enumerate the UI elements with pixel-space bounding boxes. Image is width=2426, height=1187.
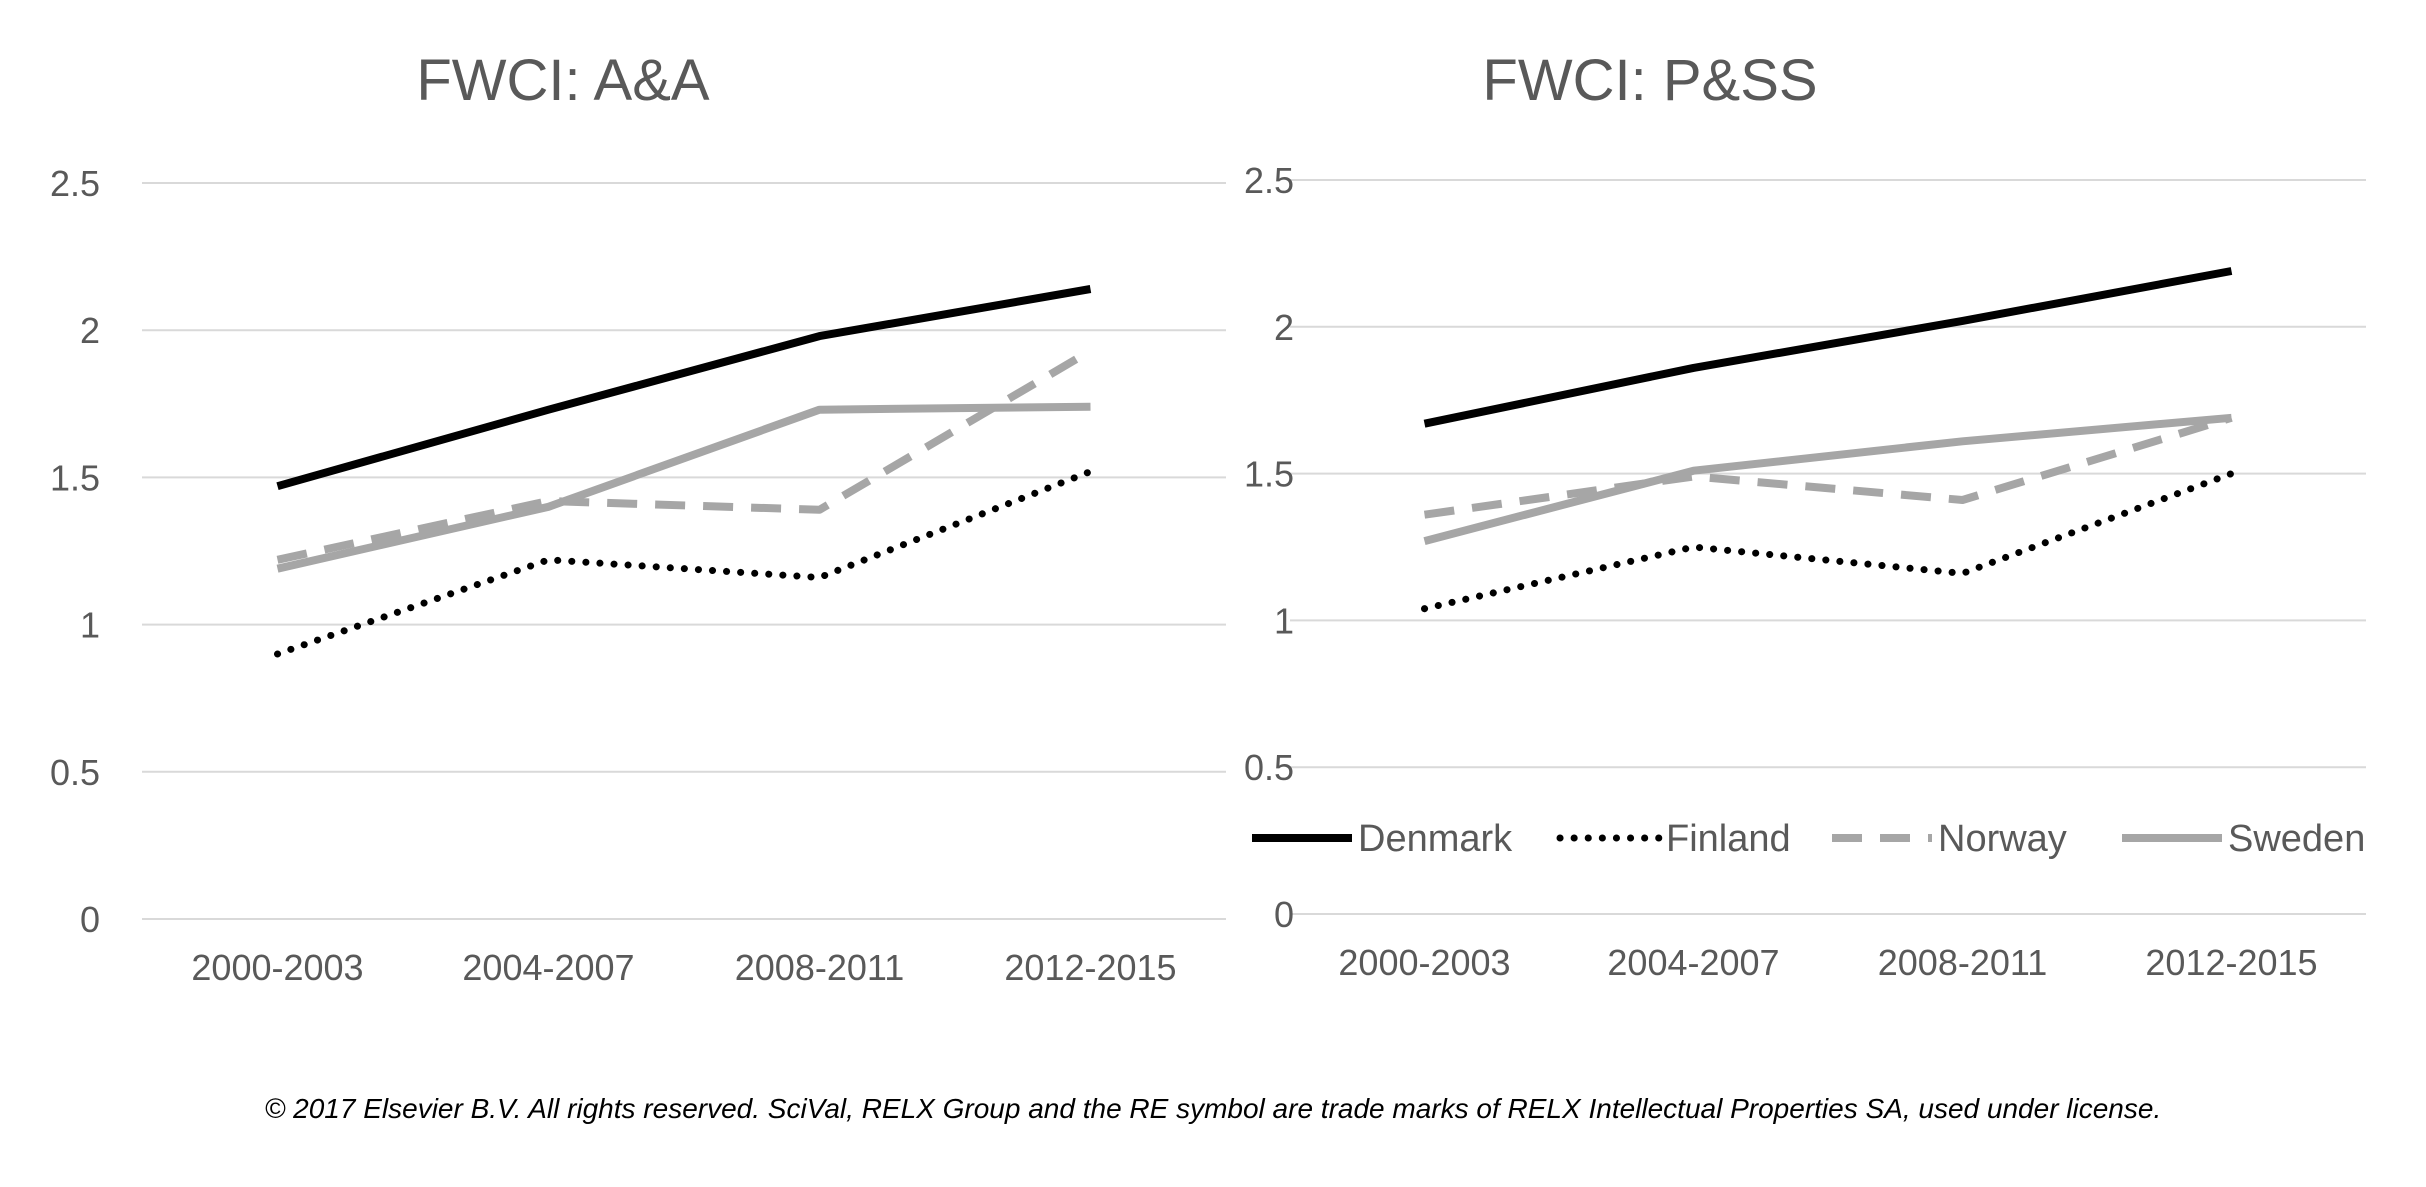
copyright-notice: © 2017 Elsevier B.V. All rights reserved…	[264, 1093, 2162, 1124]
legend-label-finland: Finland	[1666, 818, 1791, 860]
x-tick-label: 2000-2003	[191, 947, 363, 988]
chart-fwci-pss: FWCI: P&SS 0 0.5 1 1.5 2 2.5 2000-2003 2004-2007…	[1244, 48, 2366, 983]
series-line-denmark	[1423, 267, 2233, 428]
x-tick-label: 2012-2015	[2145, 942, 2317, 983]
chart-title: FWCI: P&SS	[1482, 48, 1817, 113]
chart-fwci-aa: FWCI: A&A 0 0.5 1 1.5 2 2.5 2000-2003 2004-2007 2…	[50, 48, 1226, 988]
series-line-denmark	[276, 285, 1092, 491]
legend: Denmark Finland Norway Sweden	[1252, 818, 2365, 860]
legend-label-sweden: Sweden	[2228, 818, 2365, 860]
y-tick-label: 2.5	[50, 163, 100, 204]
y-tick-label: 0.5	[1244, 747, 1294, 788]
y-tick-label: 2.5	[1244, 160, 1294, 201]
series-line-finland	[1421, 470, 2235, 613]
y-tick-label: 1.5	[50, 457, 100, 498]
x-tick-label: 2008-2011	[1878, 942, 2048, 983]
x-tick-label: 2000-2003	[1338, 942, 1510, 983]
x-tick-label: 2004-2007	[1607, 942, 1779, 983]
series-line-sweden	[1423, 413, 2232, 545]
y-tick-label: 1	[1274, 600, 1294, 641]
x-tick-label: 2012-2015	[1004, 947, 1176, 988]
series-line-norway	[276, 347, 1093, 564]
y-tick-label: 2	[80, 310, 100, 351]
x-tick-label: 2008-2011	[735, 947, 905, 988]
legend-label-norway: Norway	[1938, 818, 2067, 860]
y-tick-label: 1.5	[1244, 454, 1294, 495]
y-tick-label: 1	[80, 605, 100, 646]
legend-label-denmark: Denmark	[1358, 818, 1513, 860]
series-line-sweden	[276, 402, 1091, 573]
x-tick-label: 2004-2007	[462, 947, 634, 988]
y-tick-label: 2	[1274, 307, 1294, 348]
y-tick-label: 0.5	[50, 752, 100, 793]
series-line-norway	[1423, 413, 2233, 519]
series-line-finland	[274, 468, 1094, 658]
y-tick-label: 0	[80, 899, 100, 940]
y-tick-label: 0	[1274, 894, 1294, 935]
chart-title: FWCI: A&A	[416, 48, 710, 113]
